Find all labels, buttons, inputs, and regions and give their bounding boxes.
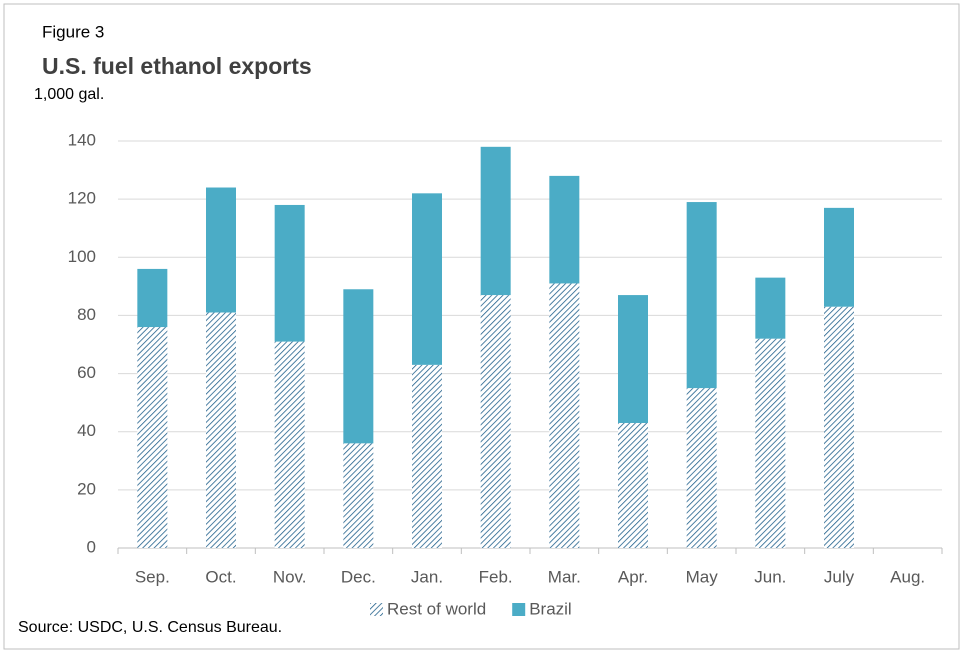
bar	[755, 277, 786, 339]
x-tick-label: Apr.	[618, 567, 648, 586]
bar	[618, 295, 648, 423]
bar	[343, 443, 374, 548]
legend-swatch	[512, 603, 526, 616]
x-tick-label: May	[686, 567, 719, 586]
bar	[824, 207, 854, 307]
x-tick-label: Feb.	[479, 567, 513, 586]
bar	[412, 193, 442, 365]
bar	[686, 388, 717, 548]
x-tick-label: Mar.	[548, 567, 581, 586]
bar	[137, 268, 168, 328]
y-tick-label: 120	[68, 189, 96, 208]
y-tick-label: 80	[77, 305, 96, 324]
source-note: Source: USDC, U.S. Census Bureau.	[18, 619, 282, 636]
bar	[206, 187, 236, 313]
chart-title: U.S. fuel ethanol exports	[42, 53, 312, 79]
legend-swatch	[370, 603, 383, 616]
bar	[274, 341, 305, 548]
chart-subtitle: 1,000 gal.	[34, 86, 104, 103]
bar	[274, 204, 305, 342]
legend-label: Brazil	[529, 599, 572, 618]
bar	[137, 327, 168, 548]
x-tick-label: July	[824, 567, 855, 586]
bar	[549, 283, 580, 548]
figure-label: Figure 3	[42, 22, 104, 41]
y-tick-label: 40	[77, 421, 96, 440]
bar	[480, 295, 511, 548]
y-tick-label: 20	[77, 479, 96, 498]
bar	[755, 338, 786, 548]
y-tick-label: 140	[68, 130, 96, 149]
x-tick-label: Sep.	[135, 567, 170, 586]
bar	[343, 289, 374, 444]
x-tick-label: Nov.	[273, 567, 307, 586]
y-tick-label: 0	[87, 537, 96, 556]
x-tick-label: Jun.	[754, 567, 786, 586]
y-tick-label: 60	[77, 363, 96, 382]
legend-label: Rest of world	[387, 599, 486, 618]
bar	[618, 422, 648, 548]
bar	[206, 312, 236, 548]
x-tick-label: Aug.	[890, 567, 925, 586]
x-tick-label: Dec.	[341, 567, 376, 586]
bar	[480, 146, 511, 296]
x-tick-label: Oct.	[205, 567, 236, 586]
bar	[824, 306, 854, 548]
x-tick-label: Jan.	[411, 567, 443, 586]
bar	[549, 175, 580, 284]
y-tick-label: 100	[68, 247, 96, 266]
bar	[412, 364, 442, 548]
bar	[686, 202, 717, 389]
